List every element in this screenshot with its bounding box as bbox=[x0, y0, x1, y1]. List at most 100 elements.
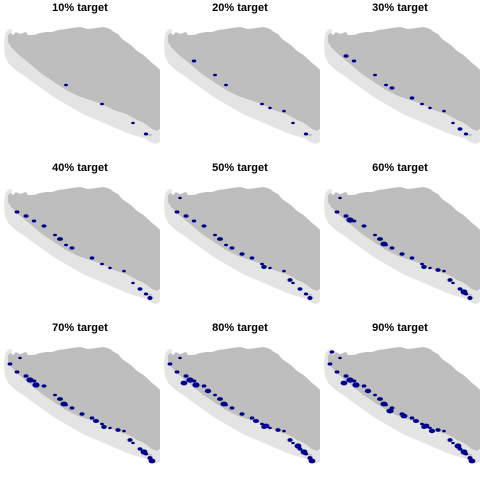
selected-site bbox=[229, 406, 235, 410]
selected-site bbox=[334, 370, 340, 374]
shelf-region bbox=[4, 349, 160, 464]
selected-site bbox=[143, 292, 149, 296]
selected-site bbox=[174, 370, 180, 374]
selected-site bbox=[364, 388, 372, 394]
selected-site bbox=[137, 447, 143, 451]
selected-site bbox=[343, 374, 349, 378]
selected-site bbox=[268, 106, 272, 110]
land-mass bbox=[328, 27, 480, 131]
selected-site bbox=[57, 397, 63, 401]
selected-site bbox=[351, 59, 357, 63]
shelf-region bbox=[324, 29, 480, 144]
selected-site bbox=[457, 127, 463, 131]
map-panel: 80% target bbox=[160, 320, 320, 480]
selected-site bbox=[361, 384, 367, 388]
selected-site bbox=[308, 458, 316, 464]
selected-site bbox=[100, 102, 104, 106]
selected-site bbox=[229, 246, 235, 250]
selected-site bbox=[167, 362, 173, 366]
shelf-region bbox=[164, 349, 320, 464]
selected-site bbox=[291, 441, 295, 445]
selected-site bbox=[93, 419, 99, 423]
selected-site bbox=[329, 350, 335, 354]
map-panel: 20% target bbox=[160, 0, 320, 160]
selected-site bbox=[79, 412, 85, 416]
selected-site bbox=[101, 425, 107, 429]
map-panel: 30% target bbox=[320, 0, 480, 160]
selected-site bbox=[297, 287, 303, 291]
map-canvas bbox=[4, 187, 160, 304]
selected-site bbox=[213, 393, 217, 397]
map-canvas bbox=[4, 347, 160, 464]
island bbox=[308, 293, 312, 297]
selected-site bbox=[447, 438, 453, 442]
selected-site bbox=[291, 281, 295, 285]
selected-site bbox=[108, 266, 112, 270]
selected-site bbox=[14, 210, 20, 214]
selected-site bbox=[451, 281, 455, 285]
selected-site bbox=[340, 380, 348, 386]
selected-site bbox=[343, 54, 349, 58]
island bbox=[468, 293, 472, 297]
selected-site bbox=[451, 441, 455, 445]
map-canvas bbox=[4, 27, 160, 144]
shelf-region bbox=[4, 29, 160, 144]
selected-site bbox=[260, 262, 264, 266]
land-mass bbox=[168, 27, 320, 131]
selected-site bbox=[361, 224, 367, 228]
map-panel: 10% target bbox=[0, 0, 160, 160]
selected-site bbox=[282, 429, 286, 433]
selected-site bbox=[224, 83, 228, 87]
selected-site bbox=[389, 86, 395, 90]
selected-site bbox=[31, 219, 37, 223]
selected-site bbox=[174, 210, 180, 214]
island bbox=[148, 133, 152, 137]
selected-site bbox=[204, 388, 212, 394]
selected-site bbox=[435, 428, 441, 432]
selected-site bbox=[428, 426, 432, 430]
selected-site bbox=[463, 132, 469, 136]
selected-site bbox=[191, 219, 197, 223]
selected-site bbox=[420, 102, 424, 106]
selected-site bbox=[260, 102, 264, 106]
selected-site bbox=[122, 269, 126, 273]
selected-site bbox=[420, 422, 424, 426]
land-mass bbox=[8, 347, 160, 451]
selected-site bbox=[377, 397, 383, 401]
selected-site bbox=[428, 106, 432, 110]
panel-title: 80% target bbox=[212, 322, 268, 334]
land-mass bbox=[328, 347, 480, 451]
land-mass bbox=[328, 187, 480, 291]
shelf-region bbox=[324, 349, 480, 464]
selected-site bbox=[32, 382, 40, 388]
island bbox=[13, 199, 19, 203]
selected-site bbox=[380, 401, 388, 407]
selected-site bbox=[23, 374, 29, 378]
panel-title: 20% target bbox=[212, 2, 268, 14]
selected-site bbox=[7, 362, 13, 366]
selected-site bbox=[122, 429, 126, 433]
selected-site bbox=[192, 382, 200, 388]
selected-site bbox=[460, 449, 468, 455]
selected-site bbox=[201, 224, 207, 228]
selected-site bbox=[282, 109, 286, 113]
selected-site bbox=[468, 458, 476, 464]
selected-site bbox=[435, 268, 441, 272]
map-panel: 50% target bbox=[160, 160, 320, 320]
selected-site bbox=[131, 121, 135, 125]
selected-site bbox=[186, 377, 194, 383]
selected-site bbox=[239, 412, 245, 416]
selected-site bbox=[249, 416, 255, 420]
selected-site bbox=[287, 278, 293, 282]
island bbox=[173, 199, 179, 203]
panel-title: 90% target bbox=[372, 322, 428, 334]
selected-site bbox=[346, 377, 354, 383]
selected-site bbox=[53, 233, 57, 237]
selected-site bbox=[217, 397, 223, 401]
selected-site bbox=[294, 443, 302, 449]
selected-site bbox=[373, 233, 377, 237]
panel-title: 70% target bbox=[52, 322, 108, 334]
selected-site bbox=[268, 426, 272, 430]
selected-site bbox=[131, 441, 135, 445]
selected-site bbox=[224, 243, 228, 247]
